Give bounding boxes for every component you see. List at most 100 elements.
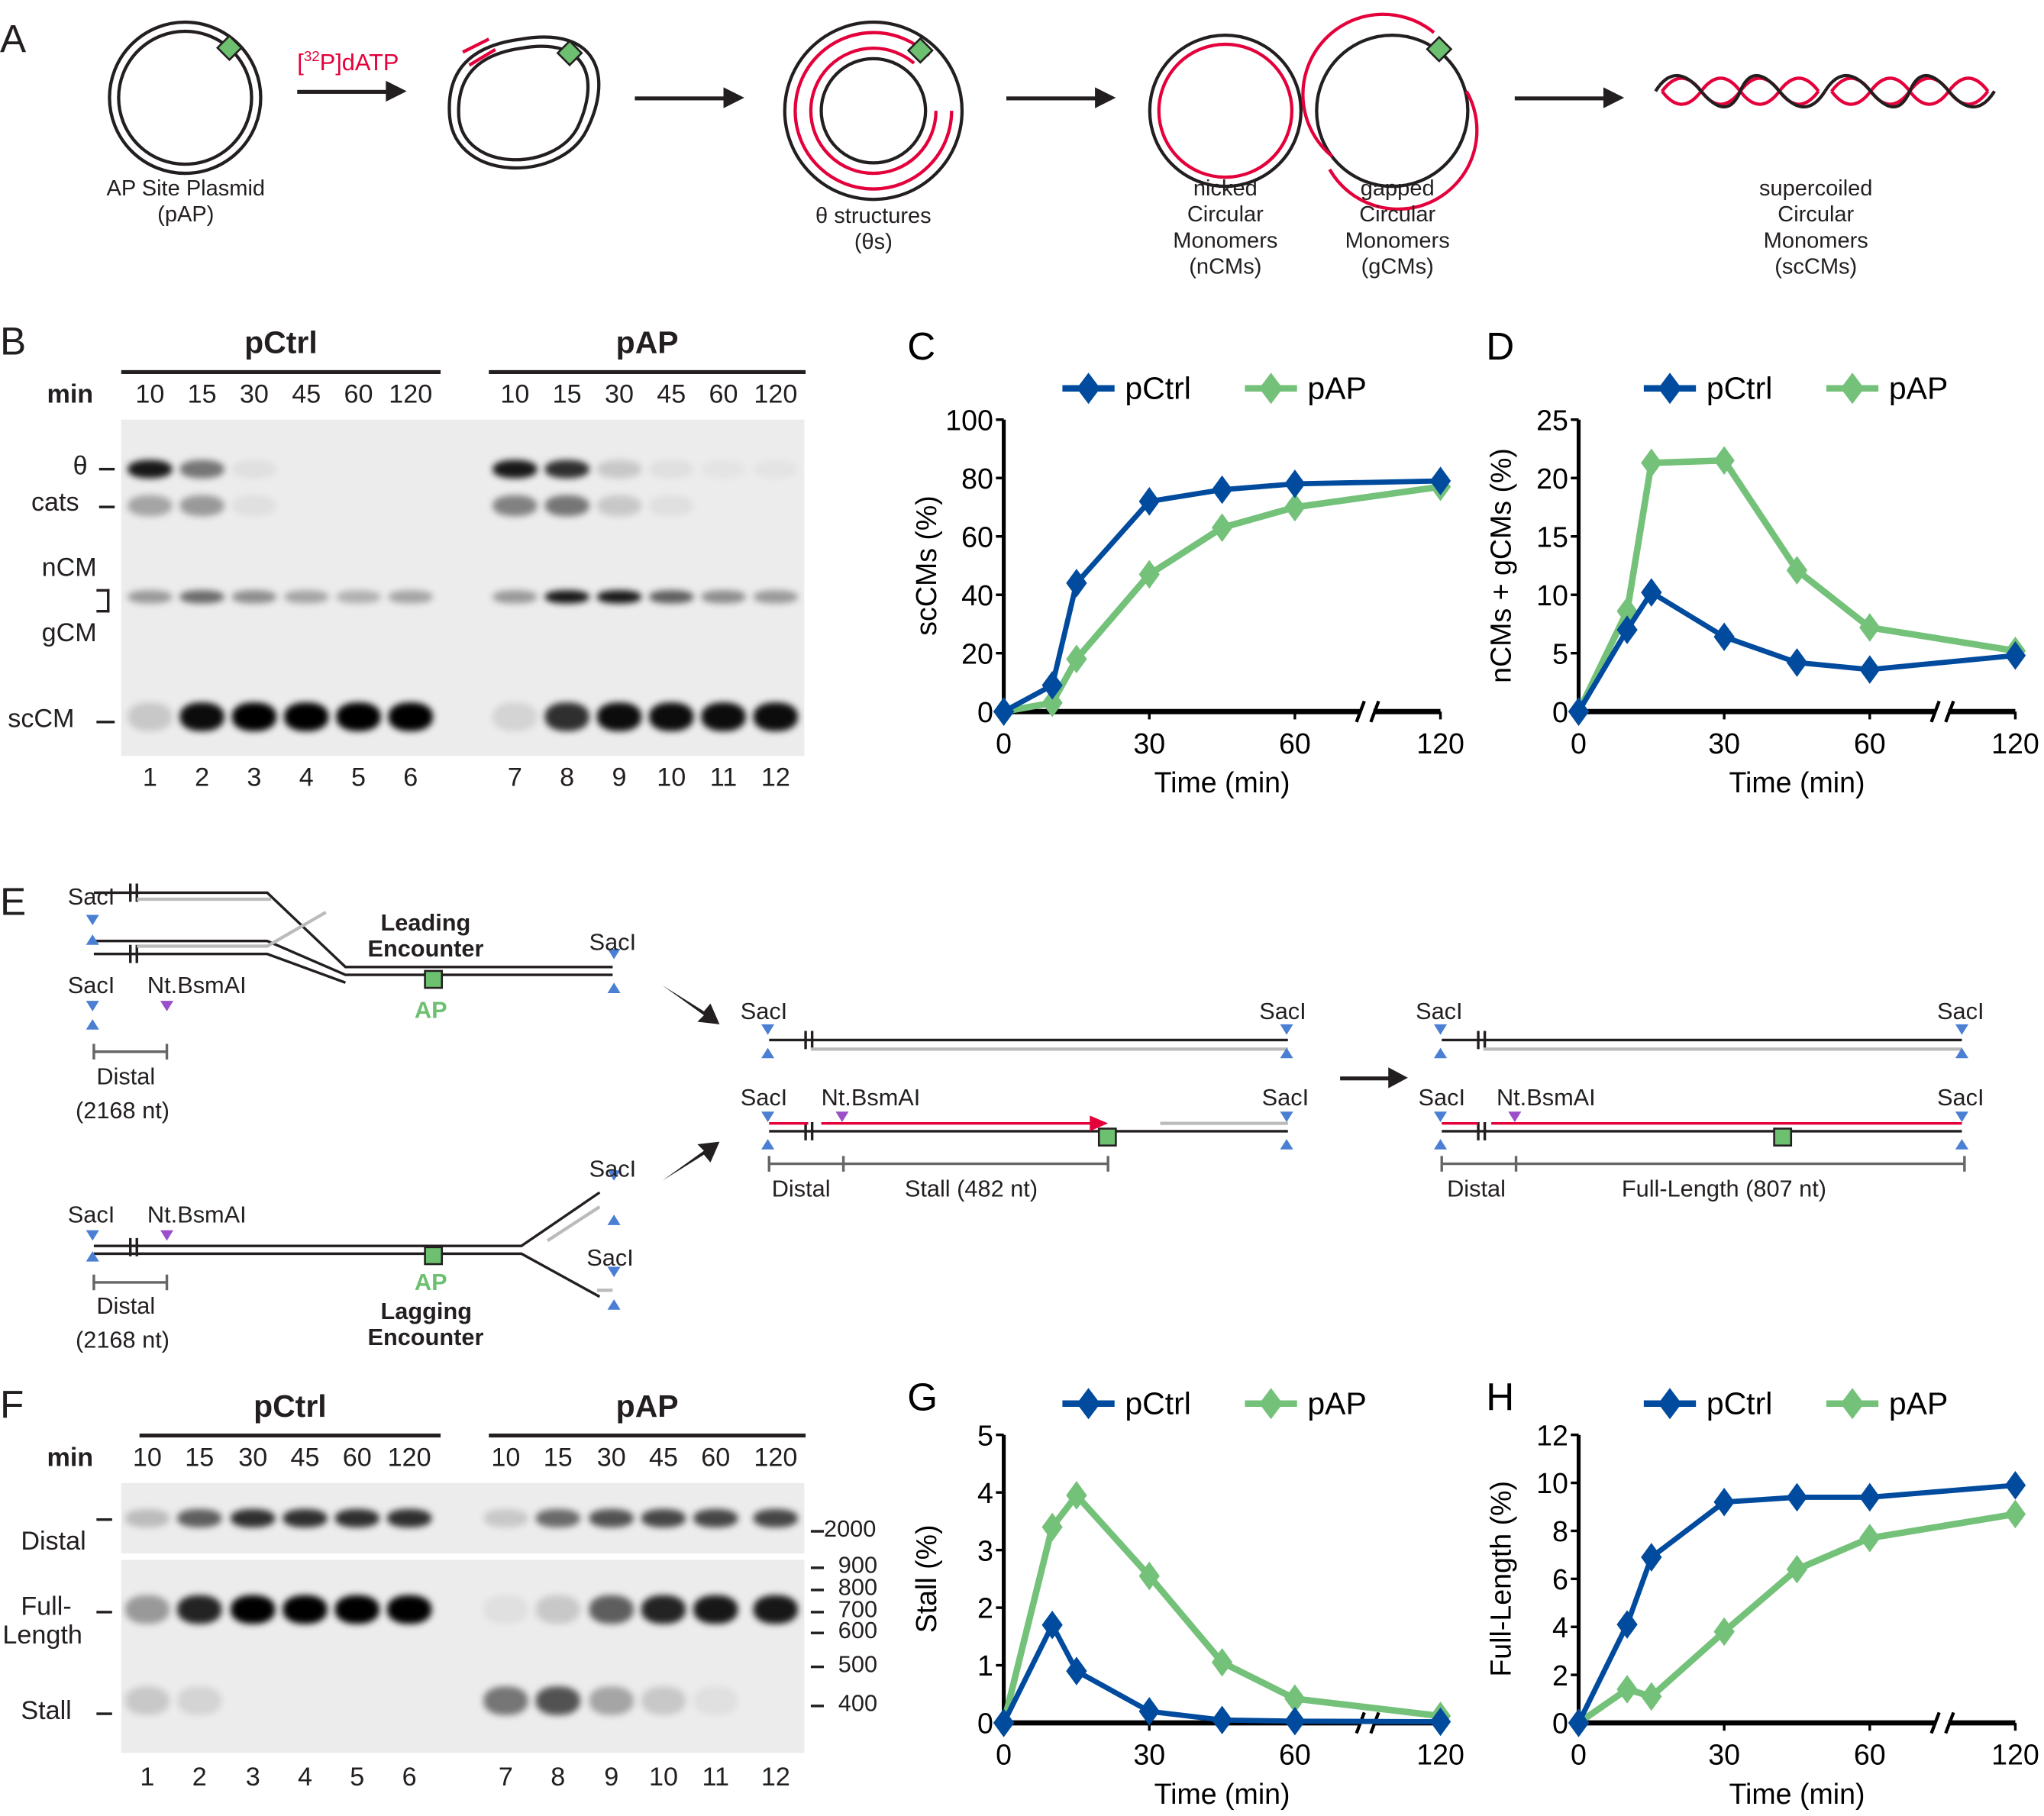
gel-band: [649, 702, 694, 731]
reagent-pre: [: [297, 49, 304, 76]
band-label-full: Full-: [21, 1592, 72, 1621]
theta-name: θ structures: [815, 203, 932, 228]
label-sacI: SacI: [1259, 998, 1306, 1024]
data-point-pCtrl: [1859, 655, 1881, 684]
data-point-pAP: [1211, 513, 1233, 543]
data-point-pAP: [1138, 560, 1160, 589]
lane-number: 5: [351, 763, 366, 793]
gel-band: [753, 1509, 798, 1527]
gel-band: [492, 590, 538, 604]
label-sacI: SacI: [1261, 1084, 1309, 1111]
legend-marker-pAP: [1259, 1388, 1283, 1420]
plasmid-label: AP Site Plasmid (pAP): [78, 176, 293, 227]
y-axis-title: Stall (%): [910, 1524, 942, 1633]
y-tick-label: 2: [1552, 1660, 1568, 1692]
data-point-pCtrl: [1713, 622, 1735, 652]
lagging-encounter-label: Lagging: [380, 1298, 473, 1324]
legend-marker-pAP: [1840, 1388, 1865, 1420]
x-axis-title: Time (min): [1729, 1778, 1865, 1810]
supercoiled-label: supercoiled Circular Monomers (scCMs): [1725, 176, 1907, 280]
gel-band: [284, 702, 329, 731]
gel-band: [492, 702, 538, 731]
axis-break-gap: [1935, 703, 1949, 720]
gel-band: [284, 590, 329, 604]
data-point-pCtrl: [1641, 578, 1662, 607]
data-point-pAP: [1859, 1524, 1881, 1553]
band-tick: [96, 1518, 112, 1521]
marker-tick: [810, 1631, 824, 1634]
label-stall: Stall (482 nt): [904, 1175, 1038, 1202]
time-label: 120: [389, 380, 433, 410]
gel-band: [231, 495, 276, 517]
panel-label-g: G: [907, 1375, 938, 1418]
panel-label-c: C: [907, 324, 935, 368]
lane-number: 7: [498, 1763, 513, 1792]
band-label-distal: Distal: [21, 1527, 86, 1556]
data-point-pCtrl: [1568, 1708, 1590, 1737]
data-point-pAP: [1041, 1512, 1063, 1542]
legend-marker-pCtrl: [1077, 1388, 1100, 1420]
group-bar: [489, 369, 806, 374]
band-tick: [96, 1712, 112, 1715]
gel-band: [179, 495, 224, 517]
label-nick: Nt.BsmAI: [147, 1202, 247, 1228]
x-tick-label: 0: [996, 1739, 1012, 1771]
gel-band: [231, 460, 276, 479]
time-label: 30: [604, 380, 634, 410]
data-point-pAP: [1284, 492, 1306, 522]
gel-band: [336, 702, 381, 731]
gel-band: [693, 1509, 738, 1527]
label-sacI: SacI: [1937, 1084, 1984, 1111]
lane-number: 2: [195, 763, 210, 793]
label-sacI: SacI: [1418, 1084, 1466, 1111]
legend-marker-pCtrl: [1658, 373, 1682, 405]
label-sacI: SacI: [67, 972, 115, 998]
label-distal: Distal: [771, 1175, 831, 1202]
l0: gapped: [1360, 176, 1435, 201]
gel-band: [596, 495, 641, 517]
x-tick-label: 120: [1991, 727, 2039, 760]
lane-number: 4: [298, 1763, 312, 1792]
y-tick-label: 20: [1536, 463, 1568, 495]
label-distal: Distal: [1447, 1175, 1506, 1202]
y-tick-label: 5: [1552, 637, 1568, 669]
band-tick: [96, 721, 115, 724]
gel-band: [535, 1509, 580, 1527]
lane-number: 2: [192, 1763, 207, 1792]
time-label: 45: [292, 380, 321, 410]
lane-number: 3: [247, 763, 262, 793]
panel-label-a: A: [0, 18, 27, 62]
group-bar: [139, 1433, 441, 1438]
data-point-pAP: [1284, 1684, 1306, 1714]
x-tick-label: 0: [1571, 727, 1587, 760]
band-tick: [98, 467, 115, 471]
gel-band: [693, 1686, 738, 1715]
reagent-label: [32P]dATP: [297, 50, 399, 77]
x-tick-label: 30: [1708, 1739, 1740, 1771]
group-bar: [121, 369, 441, 374]
gel-band: [492, 495, 538, 517]
y-tick-label: 8: [1552, 1515, 1568, 1547]
gel-band: [535, 1595, 580, 1624]
legend-label-pAP: pAP: [1889, 1385, 1948, 1421]
lane-number: 11: [702, 1763, 730, 1792]
group-label-pAP: pAP: [615, 325, 679, 361]
y-tick-label: 4: [977, 1477, 993, 1509]
x-tick-label: 60: [1854, 1739, 1886, 1771]
gel-band: [589, 1509, 634, 1527]
time-label: 60: [701, 1443, 731, 1473]
time-label: 30: [239, 380, 269, 410]
l1: Circular: [1778, 202, 1855, 227]
y-tick-label: 0: [977, 696, 993, 728]
gel-band: [124, 1509, 170, 1527]
gel-band: [701, 590, 746, 604]
y-tick-label: 0: [1552, 1708, 1568, 1740]
y-tick-label: 100: [945, 404, 993, 436]
gel-band: [177, 1595, 222, 1624]
data-point-pCtrl: [1211, 1705, 1233, 1735]
lane-number: 1: [140, 1763, 155, 1792]
theta-label: θ structures (θs): [782, 203, 964, 255]
legend-label-pCtrl: pCtrl: [1707, 370, 1773, 405]
panel-a-diagram: [108, 12, 1996, 211]
